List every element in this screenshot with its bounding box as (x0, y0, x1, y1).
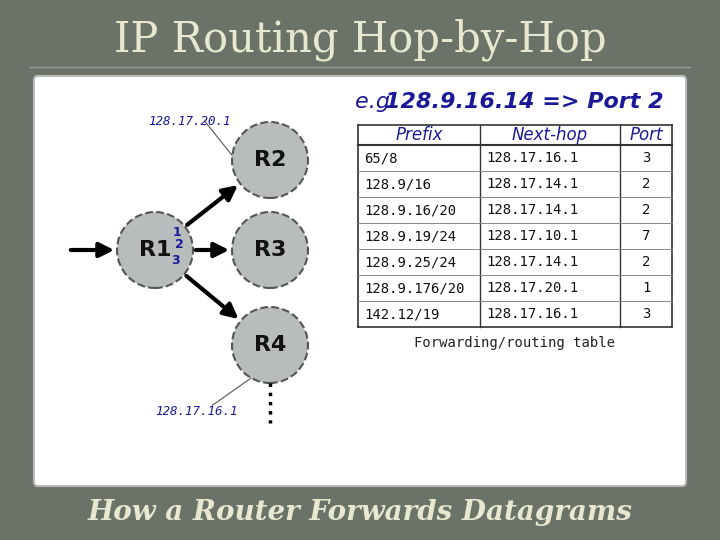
Text: 128.17.16.1: 128.17.16.1 (155, 405, 238, 418)
Text: Next-hop: Next-hop (512, 126, 588, 144)
Circle shape (232, 122, 308, 198)
Text: Forwarding/routing table: Forwarding/routing table (415, 336, 616, 350)
Text: 128.17.14.1: 128.17.14.1 (486, 203, 578, 217)
Text: IP Routing Hop-by-Hop: IP Routing Hop-by-Hop (114, 19, 606, 61)
Text: 128.9.19/24: 128.9.19/24 (364, 229, 456, 243)
Text: 3: 3 (642, 151, 650, 165)
Text: 2: 2 (642, 203, 650, 217)
Text: 128.17.20.1: 128.17.20.1 (486, 281, 578, 295)
Text: R3: R3 (254, 240, 286, 260)
Text: e.g.: e.g. (355, 92, 404, 112)
Text: 128.17.16.1: 128.17.16.1 (486, 151, 578, 165)
Text: 3: 3 (171, 254, 179, 267)
Text: 3: 3 (642, 307, 650, 321)
Text: R2: R2 (254, 150, 286, 170)
Text: 128.17.14.1: 128.17.14.1 (486, 177, 578, 191)
Circle shape (232, 307, 308, 383)
Text: 128.9.176/20: 128.9.176/20 (364, 281, 464, 295)
Text: 128.9.25/24: 128.9.25/24 (364, 255, 456, 269)
Text: R1: R1 (139, 240, 171, 260)
Text: 65/8: 65/8 (364, 151, 397, 165)
Text: 1: 1 (642, 281, 650, 295)
Text: 2: 2 (175, 238, 184, 251)
Text: 7: 7 (642, 229, 650, 243)
Text: 128.17.10.1: 128.17.10.1 (486, 229, 578, 243)
Text: 2: 2 (642, 255, 650, 269)
Text: Port: Port (629, 126, 662, 144)
Circle shape (232, 212, 308, 288)
FancyBboxPatch shape (34, 76, 686, 486)
Text: 2: 2 (642, 177, 650, 191)
Text: Prefix: Prefix (395, 126, 443, 144)
Text: 142.12/19: 142.12/19 (364, 307, 439, 321)
Text: 128.17.20.1: 128.17.20.1 (148, 115, 230, 128)
Text: 128.9/16: 128.9/16 (364, 177, 431, 191)
Text: 128.17.16.1: 128.17.16.1 (486, 307, 578, 321)
Text: R4: R4 (254, 335, 286, 355)
Text: 128.17.14.1: 128.17.14.1 (486, 255, 578, 269)
Text: How a Router Forwards Datagrams: How a Router Forwards Datagrams (88, 498, 632, 525)
Text: 128.9.16/20: 128.9.16/20 (364, 203, 456, 217)
Text: 1: 1 (173, 226, 181, 239)
Circle shape (117, 212, 193, 288)
Text: 128.9.16.14 => Port 2: 128.9.16.14 => Port 2 (385, 92, 664, 112)
